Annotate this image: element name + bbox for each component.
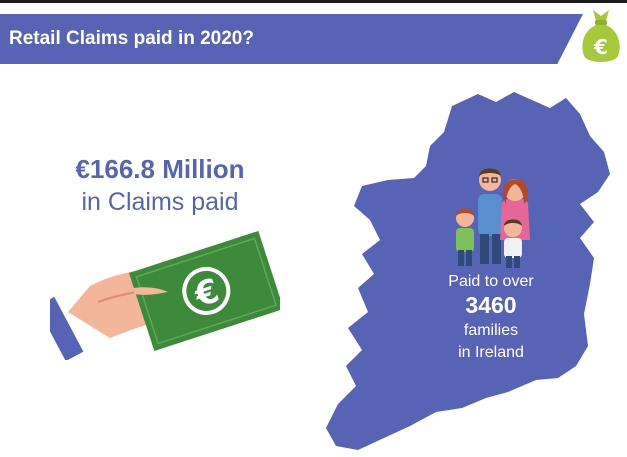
- claims-caption: in Claims paid: [81, 188, 239, 216]
- svg-text:€: €: [593, 35, 608, 59]
- title-bar: [0, 14, 583, 64]
- ireland-map: [326, 92, 610, 450]
- family-illustration: [456, 168, 530, 268]
- hand-holding-banknote: €: [50, 230, 280, 360]
- map-callout-line1: Paid to over: [448, 273, 534, 290]
- money-bag-euro-icon: €: [582, 10, 620, 62]
- map-callout: Paid to over 3460 families in Ireland: [426, 272, 556, 364]
- top-edge: [0, 0, 627, 3]
- families-count: 3460: [465, 292, 517, 318]
- claims-amount: €166.8 Million: [75, 154, 245, 184]
- map-callout-line3: families: [463, 322, 519, 339]
- map-callout-line4: in Ireland: [458, 344, 524, 361]
- slide-title: Retail Claims paid in 2020?: [9, 28, 254, 49]
